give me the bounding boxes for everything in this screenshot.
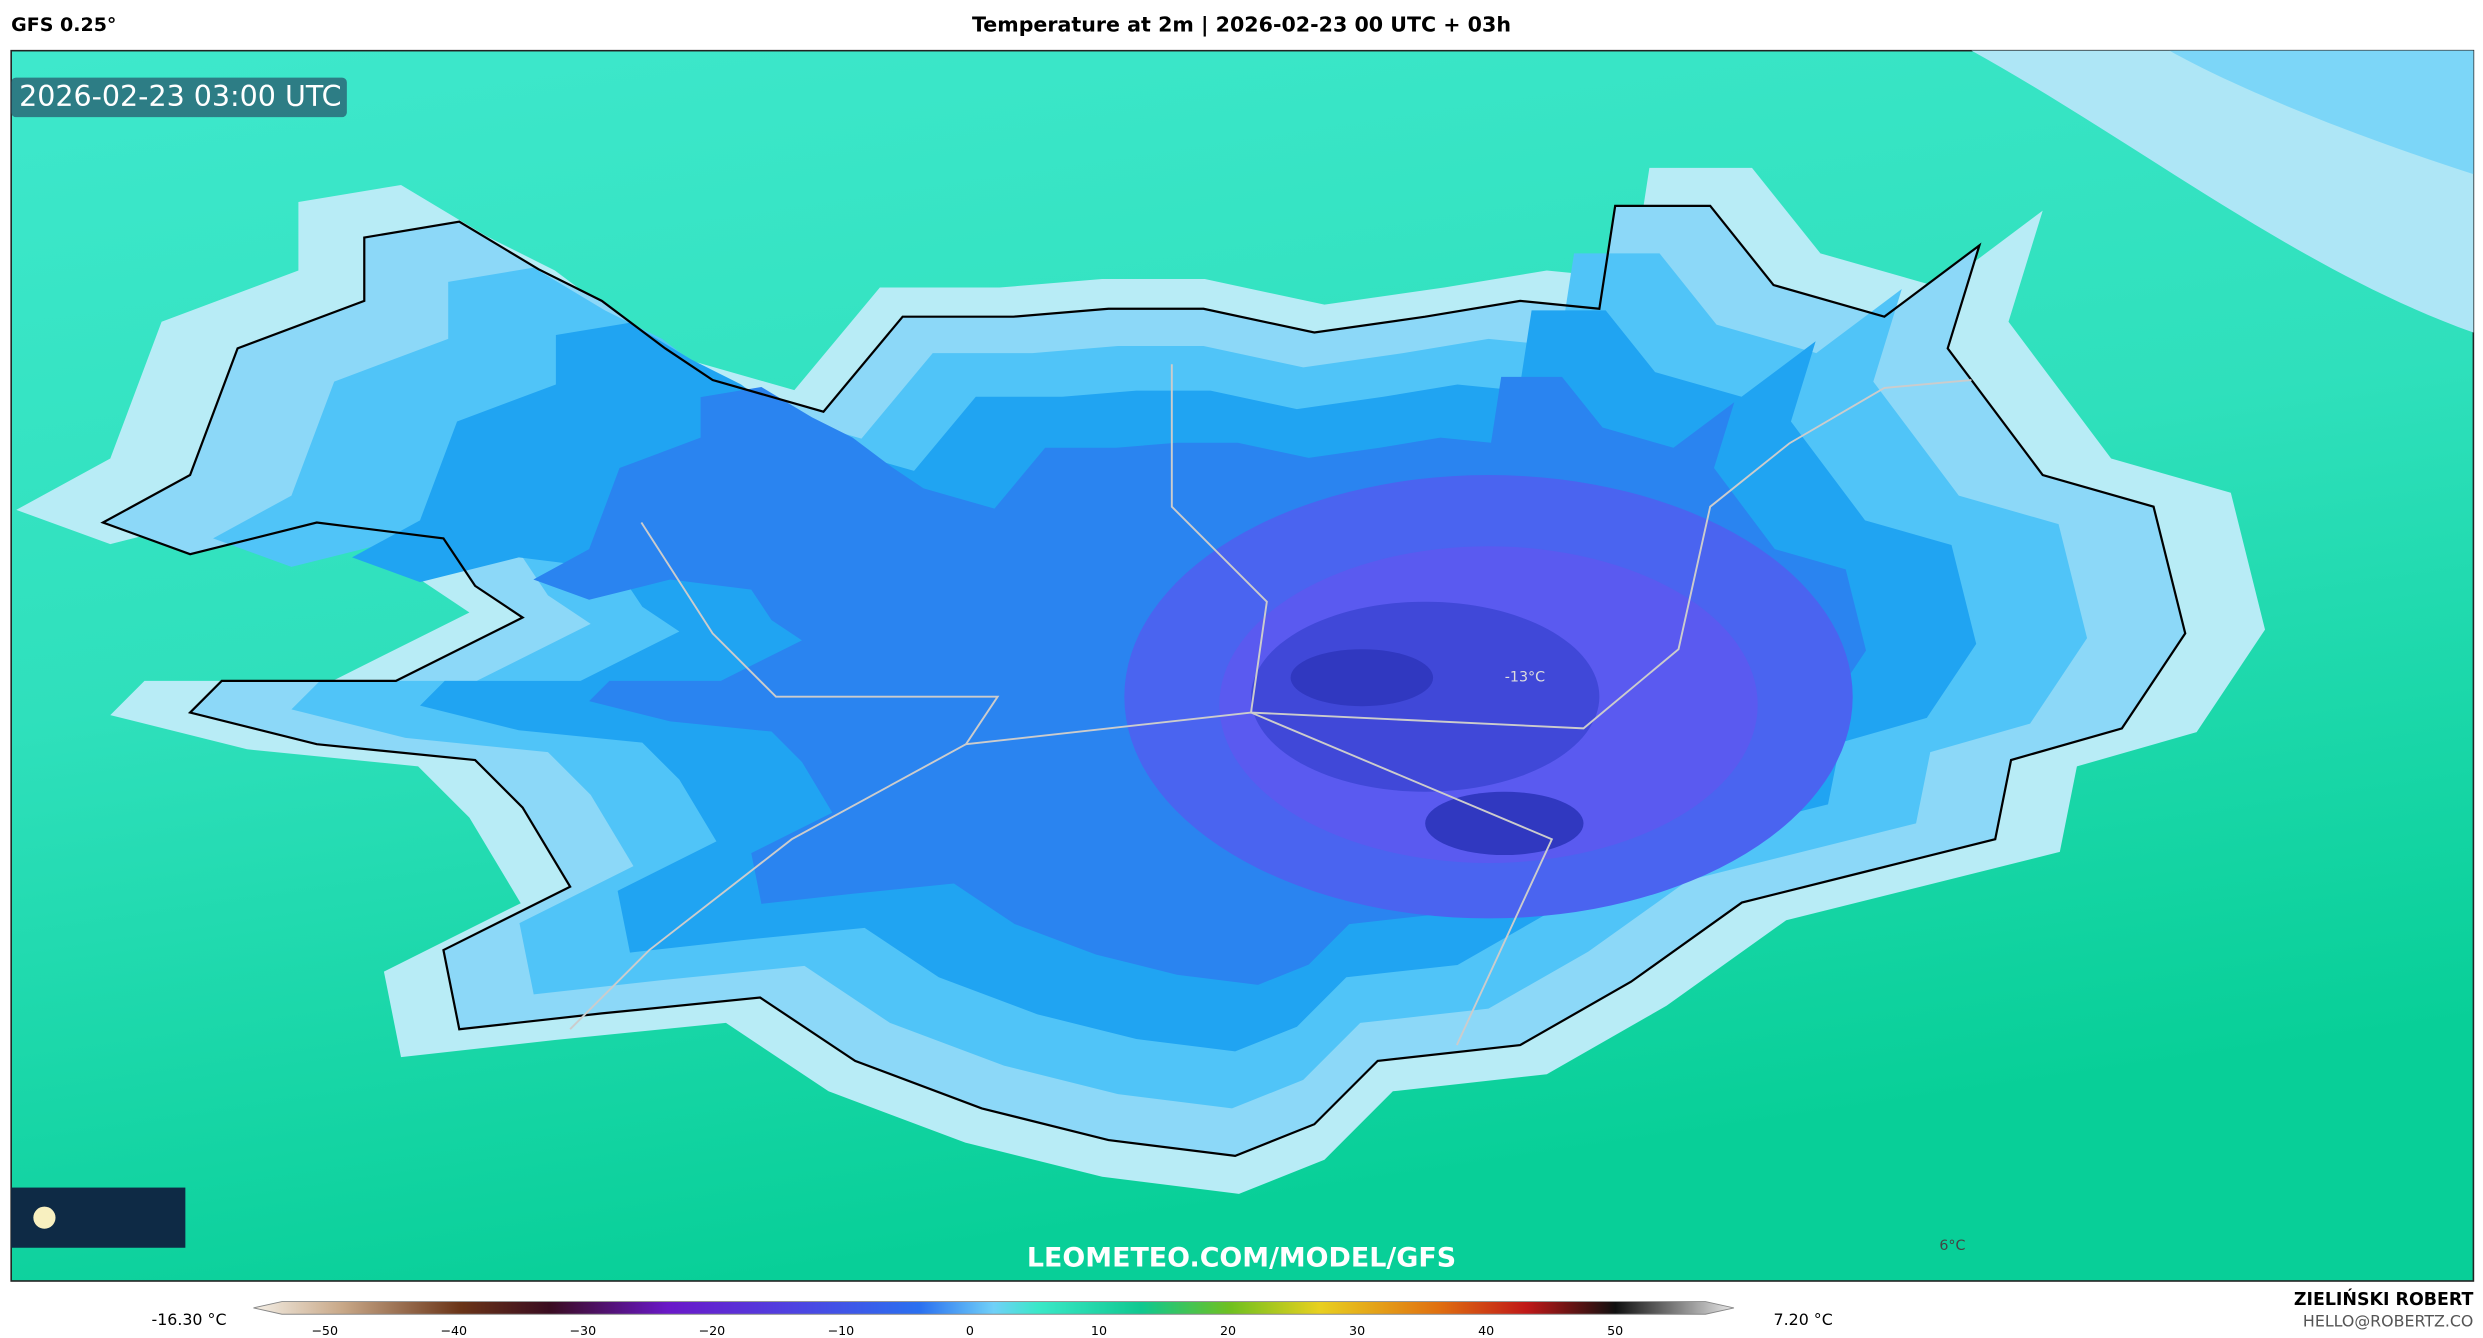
watermark: LEOMETEO.COM/MODEL/GFS	[1027, 1242, 1456, 1273]
cold-area	[2169, 50, 2474, 175]
region-border	[1170, 364, 1972, 730]
colorbar-tick-label: −20	[698, 1323, 725, 1338]
point-label: 6°C	[1939, 1238, 1965, 1254]
map-area: 2026-02-23 03:00 UTC -13°C 6°C LEOMETEO.…	[10, 49, 2475, 1282]
contour	[1425, 791, 1584, 856]
colorbar: −50 −40 −30 −20 −10 0 10 20 30 40 50	[253, 1301, 1735, 1338]
model-name: GFS 0.25°	[11, 14, 116, 36]
timestamp-box	[11, 77, 347, 118]
colorbar-tick-label: 0	[966, 1323, 974, 1338]
min-label: -13°C	[1505, 670, 1545, 686]
colorbar-gradient	[253, 1301, 1735, 1315]
colorbar-min: -16.30 °C	[151, 1310, 226, 1329]
map-title: Temperature at 2m | 2026-02-23 00 UTC + …	[972, 12, 1511, 37]
region-border	[569, 743, 967, 1030]
author: ZIELIŃSKI ROBERT	[2294, 1288, 2474, 1310]
colorbar-tick-label: 30	[1349, 1323, 1365, 1338]
colorbar-tick-label: −10	[828, 1323, 855, 1338]
colorbar-tick-label: 40	[1478, 1323, 1494, 1338]
timestamp: 2026-02-23 03:00 UTC	[19, 80, 341, 113]
colorbar-tick-label: −30	[569, 1323, 596, 1338]
colorbar-tick-label: −40	[440, 1323, 467, 1338]
colorbar-tick-label: 10	[1091, 1323, 1107, 1338]
contour	[1251, 601, 1600, 792]
colorbar-tick-label: −50	[311, 1323, 338, 1338]
region-border	[640, 522, 1554, 1046]
colorbar-tick-label: 50	[1607, 1323, 1623, 1338]
colorbar-tick-label: 20	[1220, 1323, 1236, 1338]
email: HELLO@ROBERTZ.CO	[2303, 1312, 2473, 1331]
colorbar-max: 7.20 °C	[1774, 1310, 1833, 1329]
temperature-field	[16, 167, 2266, 1194]
logo-sun	[33, 1206, 56, 1229]
contour	[1290, 649, 1434, 707]
